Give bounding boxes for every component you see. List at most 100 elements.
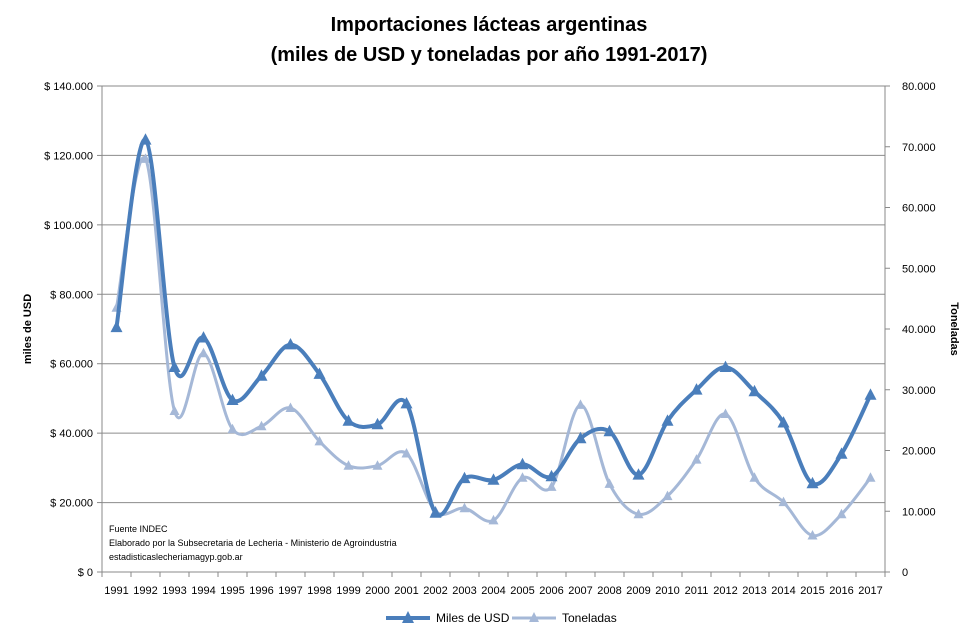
- data-point: [778, 496, 789, 507]
- series-layer: [110, 133, 877, 540]
- x-tick-label: 2014: [771, 585, 795, 597]
- left-tick-label: $ 0: [78, 567, 93, 579]
- source-note-line-2: Elaborado por la Subsecretaria de Lecher…: [109, 538, 397, 548]
- data-point: [777, 416, 790, 428]
- data-point: [343, 460, 354, 470]
- data-point: [313, 367, 326, 379]
- right-tick-label: 10.000: [902, 506, 936, 518]
- right-tick-label: 70.000: [902, 142, 936, 154]
- legend-marker-usd: [402, 611, 414, 623]
- data-point: [458, 471, 471, 484]
- chart-title-line-1: Importaciones lácteas argentinas: [331, 14, 648, 36]
- data-point: [517, 472, 528, 482]
- left-tick-label: $ 100.000: [44, 220, 93, 232]
- data-point: [604, 478, 615, 488]
- x-tick-label: 2013: [742, 585, 766, 597]
- data-point: [835, 447, 848, 459]
- left-tick-label: $ 140.000: [44, 81, 93, 93]
- right-axis-ticks: 0 10.000 20.000 30.000 40.000 50.000 60.000 70.…: [885, 81, 936, 579]
- right-tick-label: 0: [902, 567, 908, 579]
- data-point: [807, 530, 818, 540]
- data-point: [372, 460, 383, 470]
- source-note-line-3: estadisticaslecheriamagyp.gob.ar: [109, 552, 243, 562]
- data-point: [256, 420, 267, 431]
- source-note-line-1: Fuente INDEC: [109, 524, 168, 534]
- data-point: [633, 508, 644, 519]
- data-point: [459, 502, 470, 513]
- x-tick-label: 2007: [568, 585, 592, 597]
- x-tick-label: 1999: [336, 585, 360, 597]
- data-point: [574, 431, 587, 444]
- chart-title-line-2: (miles de USD y toneladas por año 1991-2…: [271, 44, 708, 66]
- gridlines: [102, 154, 885, 504]
- data-point: [285, 402, 296, 412]
- left-tick-label: $ 60.000: [50, 359, 93, 371]
- x-tick-label: 2010: [655, 585, 679, 597]
- data-point: [110, 320, 123, 333]
- legend-label-toneladas: Toneladas: [562, 611, 617, 625]
- legend-marker-toneladas: [529, 612, 539, 622]
- x-tick-label: 2009: [626, 585, 650, 597]
- data-point: [748, 384, 761, 397]
- data-point: [140, 153, 151, 163]
- data-point: [487, 473, 500, 485]
- left-tick-label: $ 80.000: [50, 289, 93, 301]
- x-tick-label: 2015: [800, 585, 824, 597]
- left-tick-label: $ 40.000: [50, 428, 93, 440]
- x-tick-label: 2011: [685, 585, 709, 597]
- x-tick-label: 1998: [307, 585, 331, 597]
- x-tick-label: 2005: [510, 585, 534, 597]
- x-tick-label: 2000: [365, 585, 389, 597]
- x-tick-label: 1992: [133, 585, 157, 597]
- x-tick-label: 2017: [858, 585, 882, 597]
- x-tick-label: 2001: [394, 585, 418, 597]
- series-toneladas: [111, 153, 876, 540]
- data-point: [314, 435, 325, 446]
- left-tick-label: $ 120.000: [44, 150, 93, 162]
- data-point: [429, 506, 442, 518]
- x-tick-label: 2002: [423, 585, 447, 597]
- series-miles-de-usd: [110, 133, 877, 518]
- plot-area-border: [101, 85, 886, 573]
- data-point: [836, 508, 847, 519]
- x-tick-label: 1991: [104, 585, 128, 597]
- series-line: [114, 137, 873, 518]
- data-point: [342, 414, 355, 426]
- data-point: [864, 388, 877, 400]
- data-point: [226, 393, 239, 405]
- x-tick-label: 2012: [713, 585, 737, 597]
- data-point: [255, 369, 268, 381]
- data-point: [139, 133, 152, 145]
- x-tick-label: 2004: [481, 585, 505, 597]
- right-axis-title: Toneladas: [948, 302, 960, 356]
- legend: Miles de USD Toneladas: [386, 611, 617, 625]
- left-axis-title: miles de USD: [22, 294, 34, 364]
- data-point: [401, 448, 412, 458]
- x-tick-label: 1994: [191, 585, 215, 597]
- data-point: [603, 424, 616, 437]
- right-tick-label: 30.000: [902, 385, 936, 397]
- data-point: [488, 514, 499, 525]
- data-point: [284, 338, 297, 350]
- data-point: [400, 397, 413, 409]
- right-tick-label: 40.000: [902, 324, 936, 336]
- legend-item-usd: Miles de USD: [386, 611, 510, 625]
- data-point: [749, 472, 760, 482]
- data-point: [806, 476, 819, 489]
- data-point: [546, 481, 557, 491]
- data-point: [197, 331, 210, 343]
- source-note: Fuente INDEC Elaborado por la Subsecreta…: [109, 524, 397, 562]
- legend-label-usd: Miles de USD: [436, 611, 510, 625]
- x-axis-ticks: 1991 1992 1993 1994 1995 1996 1997 1998 1999 2000…: [101, 572, 886, 597]
- data-point: [371, 417, 384, 430]
- right-tick-label: 60.000: [902, 203, 936, 215]
- data-point: [662, 490, 673, 501]
- left-tick-label: $ 20.000: [50, 498, 93, 510]
- data-point: [169, 405, 180, 415]
- data-point: [691, 454, 702, 464]
- right-tick-label: 50.000: [902, 263, 936, 275]
- left-axis-ticks: $ 0 $ 20.000 $ 40.000 $ 60.000 $ 80.000 $ 100…: [44, 81, 102, 579]
- legend-item-toneladas: Toneladas: [512, 611, 617, 625]
